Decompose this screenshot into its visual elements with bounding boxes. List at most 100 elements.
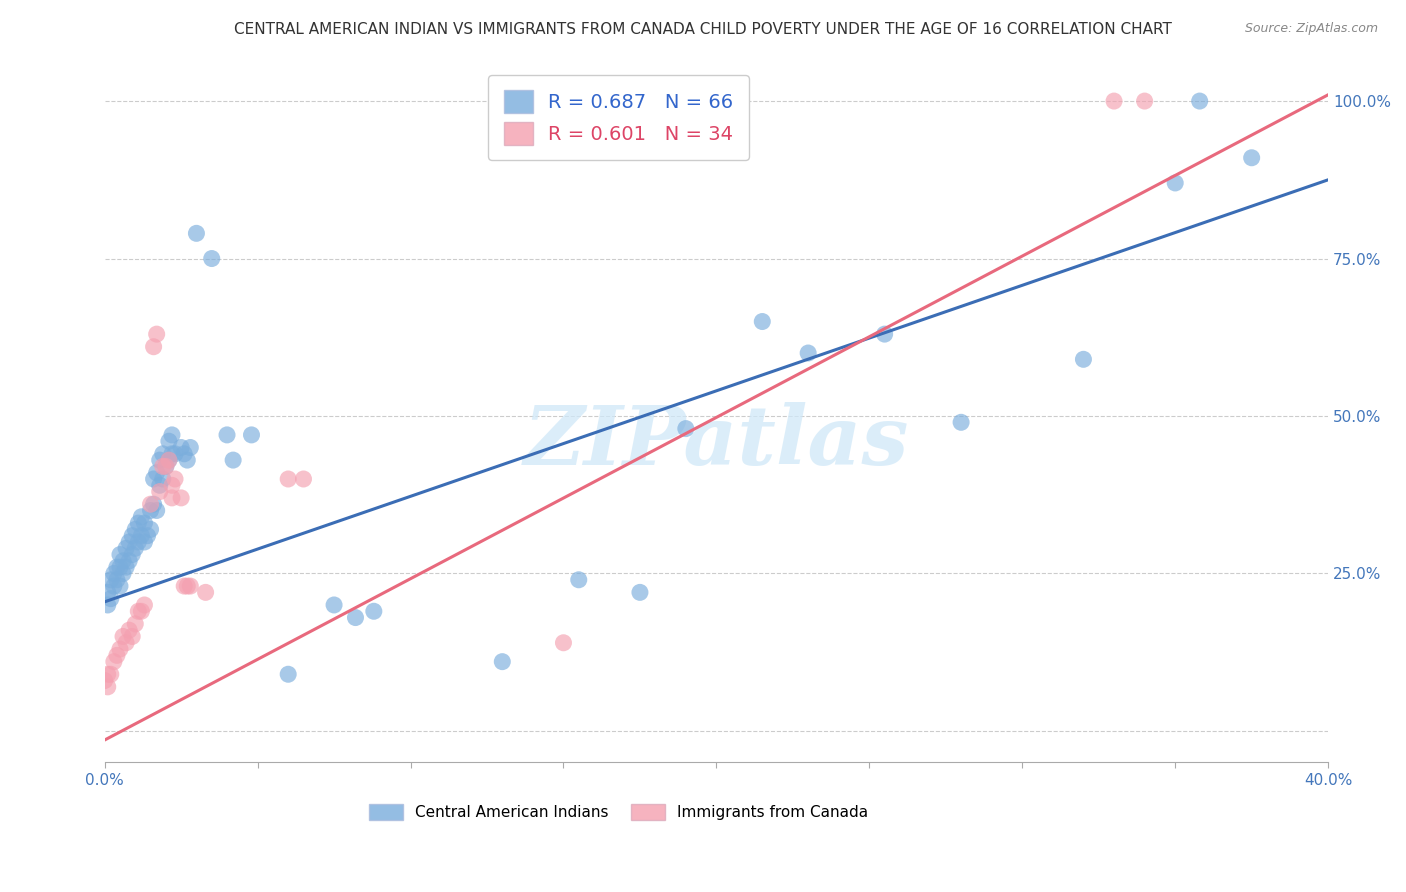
Point (139, 503, 162, 517)
Point (115, 560, 138, 574)
Point (121, 630, 143, 644)
Point (108, 642, 131, 657)
Point (100, 573, 122, 587)
Point (1164, 176, 1187, 190)
Point (108, 548, 131, 562)
Point (112, 554, 135, 568)
Point (97, 667, 120, 681)
Text: Source: ZipAtlas.com: Source: ZipAtlas.com (1244, 22, 1378, 36)
Point (112, 566, 135, 581)
Point (797, 346, 820, 360)
Point (163, 472, 186, 486)
Point (157, 453, 180, 467)
Point (142, 340, 165, 354)
Point (568, 573, 591, 587)
Point (134, 516, 156, 530)
Point (160, 428, 183, 442)
Point (628, 585, 651, 599)
Point (127, 535, 149, 549)
Point (105, 648, 128, 663)
Point (149, 453, 172, 467)
Point (103, 566, 125, 581)
Point (160, 478, 183, 492)
Point (152, 447, 174, 461)
Point (160, 491, 183, 505)
Point (118, 554, 141, 568)
Point (103, 655, 125, 669)
Point (142, 497, 165, 511)
Point (124, 522, 146, 536)
Point (292, 472, 315, 486)
Point (139, 497, 162, 511)
Text: CENTRAL AMERICAN INDIAN VS IMMIGRANTS FROM CANADA CHILD POVERTY UNDER THE AGE OF: CENTRAL AMERICAN INDIAN VS IMMIGRANTS FR… (233, 22, 1173, 37)
Point (152, 472, 174, 486)
Point (121, 529, 143, 543)
Point (121, 548, 143, 562)
Point (173, 579, 195, 593)
Point (139, 522, 162, 536)
Point (950, 415, 973, 429)
Text: ZIPatlas: ZIPatlas (523, 402, 910, 483)
Point (155, 459, 177, 474)
Point (112, 630, 135, 644)
Point (97, 585, 120, 599)
Point (103, 579, 125, 593)
Point (145, 327, 167, 342)
Point (170, 491, 193, 505)
Point (1102, 94, 1125, 108)
Point (491, 655, 513, 669)
Point (152, 459, 174, 474)
Point (100, 591, 122, 606)
Point (108, 560, 131, 574)
Point (675, 421, 697, 435)
Point (134, 535, 156, 549)
Point (97, 598, 120, 612)
Point (344, 610, 367, 624)
Point (124, 541, 146, 556)
Point (1188, 94, 1211, 108)
Point (131, 509, 153, 524)
Point (142, 472, 165, 486)
Point (173, 447, 195, 461)
Point (149, 478, 172, 492)
Point (363, 604, 385, 618)
Point (145, 503, 167, 517)
Point (186, 227, 208, 241)
Point (131, 604, 153, 618)
Point (149, 484, 172, 499)
Point (751, 314, 773, 328)
Point (553, 636, 575, 650)
Point (93, 673, 115, 688)
Point (124, 616, 146, 631)
Point (277, 667, 299, 681)
Point (115, 636, 138, 650)
Point (179, 441, 201, 455)
Legend: Central American Indians, Immigrants from Canada: Central American Indians, Immigrants fro… (363, 797, 875, 826)
Point (170, 441, 193, 455)
Point (222, 453, 245, 467)
Point (277, 472, 299, 486)
Point (873, 327, 896, 342)
Point (127, 516, 149, 530)
Point (176, 453, 198, 467)
Point (100, 667, 122, 681)
Point (157, 434, 180, 449)
Point (179, 579, 201, 593)
Point (240, 428, 263, 442)
Point (131, 529, 153, 543)
Point (145, 466, 167, 480)
Point (118, 623, 141, 637)
Point (118, 535, 141, 549)
Point (163, 447, 186, 461)
Point (155, 459, 177, 474)
Point (1240, 151, 1263, 165)
Point (134, 598, 156, 612)
Point (157, 453, 180, 467)
Point (1073, 352, 1095, 367)
Point (115, 541, 138, 556)
Point (136, 529, 159, 543)
Point (1133, 94, 1156, 108)
Point (127, 604, 149, 618)
Point (105, 560, 128, 574)
Point (215, 428, 238, 442)
